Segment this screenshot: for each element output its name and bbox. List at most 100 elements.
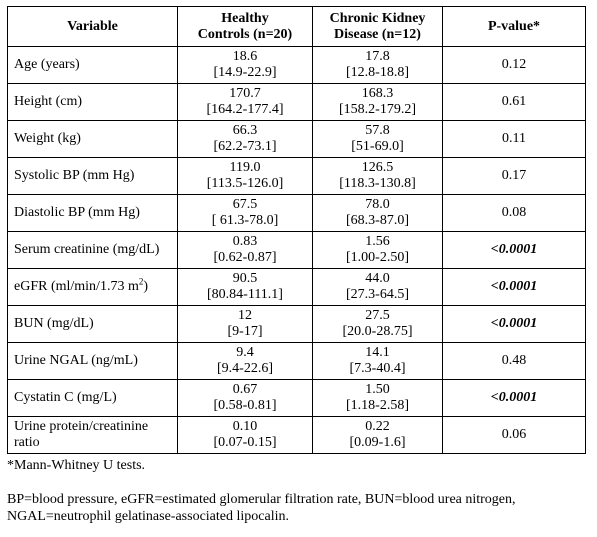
median-value: 27.5 [365,308,390,323]
p-value-cell: 0.08 [442,194,586,232]
abbreviations-note: BP=blood pressure, eGFR=estimated glomer… [7,492,516,524]
p-value-cell: <0.0001 [442,305,586,343]
range-value: [14.9-22.9] [213,65,277,80]
healthy-controls-cell: 67.5[ 61.3-78.0] [177,194,313,232]
p-value-cell: 0.17 [442,157,586,195]
ckd-cell: 27.5 [20.0-28.75] [312,305,443,343]
ckd-cell: 17.8 [12.8-18.8] [312,46,443,84]
header-healthy-line1: Healthy [221,10,269,26]
table-row: Weight (kg) 66.3 [62.2-73.1] 57.8 [51-69.0] 0… [7,120,586,158]
healthy-controls-cell: 119.0 [113.5-126.0] [177,157,313,195]
table-row: Cystatin C (mg/L) 0.67 [0.58-0.81] 1.50 [1.1… [7,379,586,417]
variable-label: eGFR (ml/min/1.73 m [14,279,139,294]
p-value-cell: 0.48 [442,342,586,380]
ckd-cell: 1.56 [1.00-2.50] [312,231,443,269]
table-row: Systolic BP (mm Hg) 119.0 [113.5-126.0] 126… [7,157,586,195]
variable-cell: Serum creatinine (mg/dL) [7,231,178,269]
range-value: [68.3-87.0] [346,213,409,228]
range-value: [7.3-40.4] [349,361,406,376]
results-table: Variable Healthy Controls (n=20) Chronic… [7,6,586,454]
table-row: Age (years) 18.6 [14.9-22.9] 17.8 [12.8-18.8… [7,46,586,84]
healthy-controls-cell: 0.10 [0.07-0.15] [177,416,313,454]
range-value: [20.0-28.75] [342,324,413,339]
healthy-controls-cell: 66.3 [62.2-73.1] [177,120,313,158]
variable-superscript: 2 [138,276,144,287]
table-row: Serum creatinine (mg/dL) 0.83 [0.62-0.87] 1… [7,231,586,269]
ckd-cell: 44.0 [27.3-64.5] [312,268,443,306]
table-row: eGFR (ml/min/1.73 m2) 90.5 [80.84-111.1] 44… [7,268,586,306]
variable-cell: Urine NGAL (ng/mL) [7,342,178,380]
median-value: 18.6 [232,49,258,64]
range-value: [27.3-64.5] [346,287,409,302]
p-value-cell: 0.11 [442,120,586,158]
median-value: 126.5 [361,160,394,175]
median-value: 66.3 [232,123,258,138]
ckd-cell: 14.1 [7.3-40.4] [312,342,443,380]
healthy-controls-cell: 170.7 [164.2-177.4] [177,83,313,121]
variable-label-suffix: ) [143,279,149,294]
range-value: [62.2-73.1] [213,139,277,154]
median-value: 44.0 [365,271,390,286]
range-value: [164.2-177.4] [206,102,284,117]
ckd-cell: 1.50 [1.18-2.58] [312,379,443,417]
header-variable: Variable [7,6,178,47]
variable-cell: BUN (mg/dL) [7,305,178,343]
table-row: Height (cm) 170.7 [164.2-177.4] 168.3 [158.2… [7,83,586,121]
median-value: 14.1 [365,345,390,360]
range-value: [113.5-126.0] [206,176,284,191]
median-value: 1.50 [365,382,390,397]
healthy-controls-cell: 0.83 [0.62-0.87] [177,231,313,269]
variable-cell: eGFR (ml/min/1.73 m2) [7,268,178,306]
range-value: [0.09-1.6] [349,435,406,450]
healthy-controls-cell: 12 [9-17] [177,305,313,343]
table-row: Urine protein/creatinine ratio 0.10 [0.07-… [7,416,586,454]
range-value: [51-69.0] [351,139,404,154]
healthy-controls-cell: 90.5 [80.84-111.1] [177,268,313,306]
header-healthy-controls: Healthy Controls (n=20) [177,6,313,47]
range-value: [0.07-0.15] [213,435,277,450]
header-healthy-line2: Controls (n=20) [197,26,293,42]
median-value: 1.56 [365,234,390,249]
median-value: 17.8 [365,49,390,64]
ckd-cell: 168.3 [158.2-179.2] [312,83,443,121]
header-ckd: Chronic Kidney Disease (n=12) [312,6,443,47]
header-pvalue: P-value* [442,6,586,47]
table-row: Diastolic BP (mm Hg) 67.5[ 61.3-78.0] 78.0… [7,194,586,232]
ckd-cell: 78.0 [68.3-87.0] [312,194,443,232]
range-value: [9-17] [227,324,263,339]
variable-cell: Age (years) [7,46,178,84]
range-value: [1.00-2.50] [346,250,409,265]
median-value: 168.3 [361,86,394,101]
ckd-cell: 0.22 [0.09-1.6] [312,416,443,454]
median-value: 12 [238,308,252,323]
range-value: [80.84-111.1] [207,287,283,302]
range-value: [118.3-130.8] [339,176,416,191]
variable-cell: Height (cm) [7,83,178,121]
table-header-row: Variable Healthy Controls (n=20) Chronic… [7,6,586,47]
p-value-cell: 0.61 [442,83,586,121]
p-value-cell: 0.12 [442,46,586,84]
range-value: [ 61.3-78.0] [211,213,279,228]
p-value-cell: <0.0001 [442,379,586,417]
variable-cell: Cystatin C (mg/L) [7,379,178,417]
median-value: 78.0 [365,197,390,212]
range-value: [0.58-0.81] [213,398,277,413]
median-value: 57.8 [365,123,390,138]
healthy-controls-cell: 9.4 [9.4-22.6] [177,342,313,380]
header-ckd-line1: Chronic Kidney [329,10,426,26]
header-ckd-line2: Disease (n=12) [334,26,421,42]
healthy-controls-cell: 0.67 [0.58-0.81] [177,379,313,417]
median-value: 0.10 [232,419,258,434]
table-row: BUN (mg/dL) 12 [9-17] 27.5 [20.0-28.75] <0.00… [7,305,586,343]
range-value: [1.18-2.58] [346,398,409,413]
variable-cell: Weight (kg) [7,120,178,158]
variable-cell: Urine protein/creatinine ratio [7,416,178,454]
variable-cell: Systolic BP (mm Hg) [7,157,178,195]
table-row: Urine NGAL (ng/mL) 9.4 [9.4-22.6] 14.1 [7.3-… [7,342,586,380]
table-footnote: *Mann-Whitney U tests. [7,458,146,473]
p-value-cell: <0.0001 [442,268,586,306]
median-value: 119.0 [229,160,261,175]
range-value: [12.8-18.8] [346,65,409,80]
document: Variable Healthy Controls (n=20) Chronic… [7,6,590,525]
median-value: 9.4 [236,345,254,360]
